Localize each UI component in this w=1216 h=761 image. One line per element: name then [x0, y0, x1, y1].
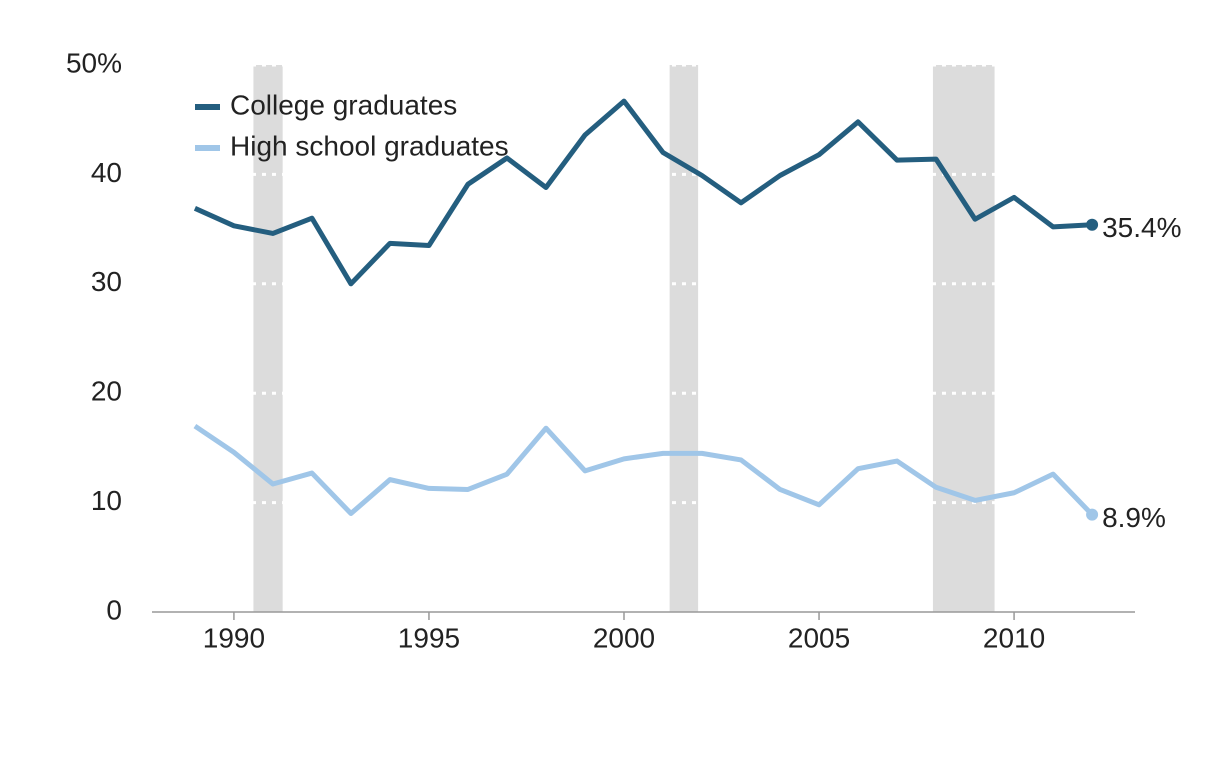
x-tick-label: 2010	[983, 622, 1045, 653]
legend-label: College graduates	[230, 89, 457, 120]
x-tick-label: 1990	[203, 622, 265, 653]
y-tick-label: 30	[91, 266, 122, 297]
x-tick-label: 1995	[398, 622, 460, 653]
y-tick-label: 50%	[66, 47, 122, 78]
value-label: 8.9%	[1102, 502, 1166, 533]
legend-label: High school graduates	[230, 130, 509, 161]
recession-band	[932, 65, 995, 612]
y-tick-label: 40	[91, 157, 122, 188]
recession-band	[253, 65, 283, 612]
end-point	[1086, 218, 1099, 231]
y-tick-label: 0	[106, 594, 122, 625]
x-tick-label: 2000	[593, 622, 655, 653]
recession-band	[669, 65, 699, 612]
x-tick-label: 2005	[788, 622, 850, 653]
value-label: 35.4%	[1102, 212, 1181, 243]
series-line	[193, 98, 1093, 287]
end-point	[1086, 508, 1099, 521]
y-tick-label: 10	[91, 485, 122, 516]
series-line	[193, 423, 1094, 517]
y-tick-label: 20	[91, 376, 122, 407]
